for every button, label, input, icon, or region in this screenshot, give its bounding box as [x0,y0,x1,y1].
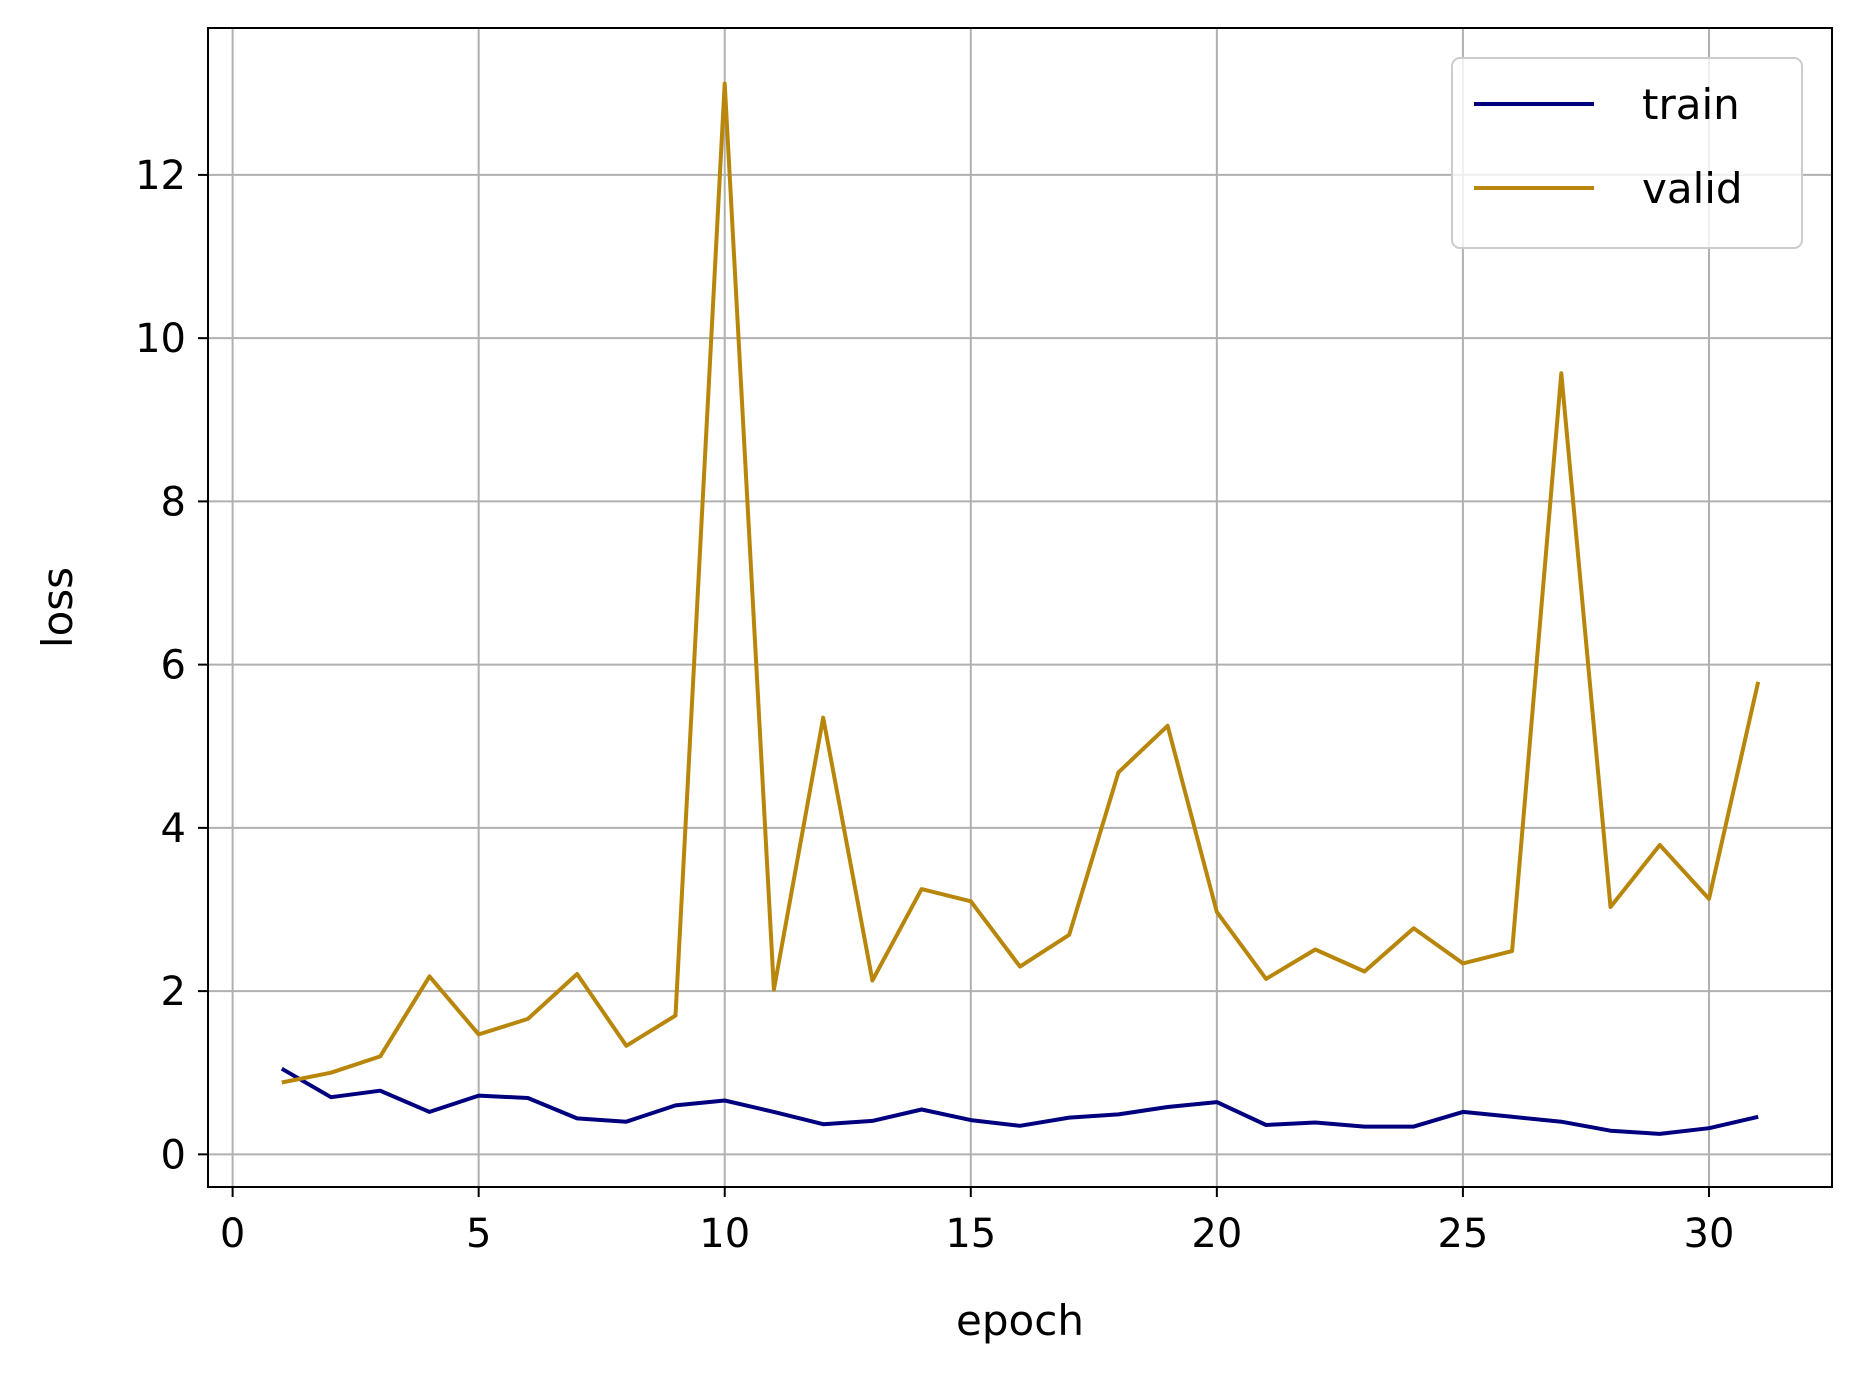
x-tick-label: 15 [945,1211,996,1257]
x-tick-label: 30 [1684,1211,1735,1257]
series-line-valid [281,81,1761,1085]
x-tick-label: 0 [220,1211,245,1257]
x-tick-label: 25 [1437,1211,1488,1257]
x-tick-label: 10 [699,1211,750,1257]
axis-ticks: 0 5 10 15 20 25 30 0 2 4 6 8 10 12 [135,153,1734,1257]
y-tick-label: 0 [161,1132,186,1178]
series-line-train [280,1066,1759,1136]
y-tick-label: 4 [161,806,186,852]
series-layer [280,81,1761,1136]
legend-box [1451,57,1803,249]
legend: train valid [1451,57,1803,249]
y-tick-label: 10 [135,316,186,362]
plot-frame [207,27,1833,1188]
legend-label-train: train [1642,80,1740,129]
x-axis-label: epoch [956,1296,1084,1345]
y-axis-label: loss [33,567,82,648]
x-tick-label: 20 [1191,1211,1242,1257]
y-tick-label: 12 [135,153,186,199]
y-tick-label: 8 [161,479,186,525]
x-tick-label: 5 [466,1211,491,1257]
y-tick-label: 2 [161,969,186,1015]
legend-label-valid: valid [1642,164,1743,213]
y-tick-label: 6 [161,643,186,689]
